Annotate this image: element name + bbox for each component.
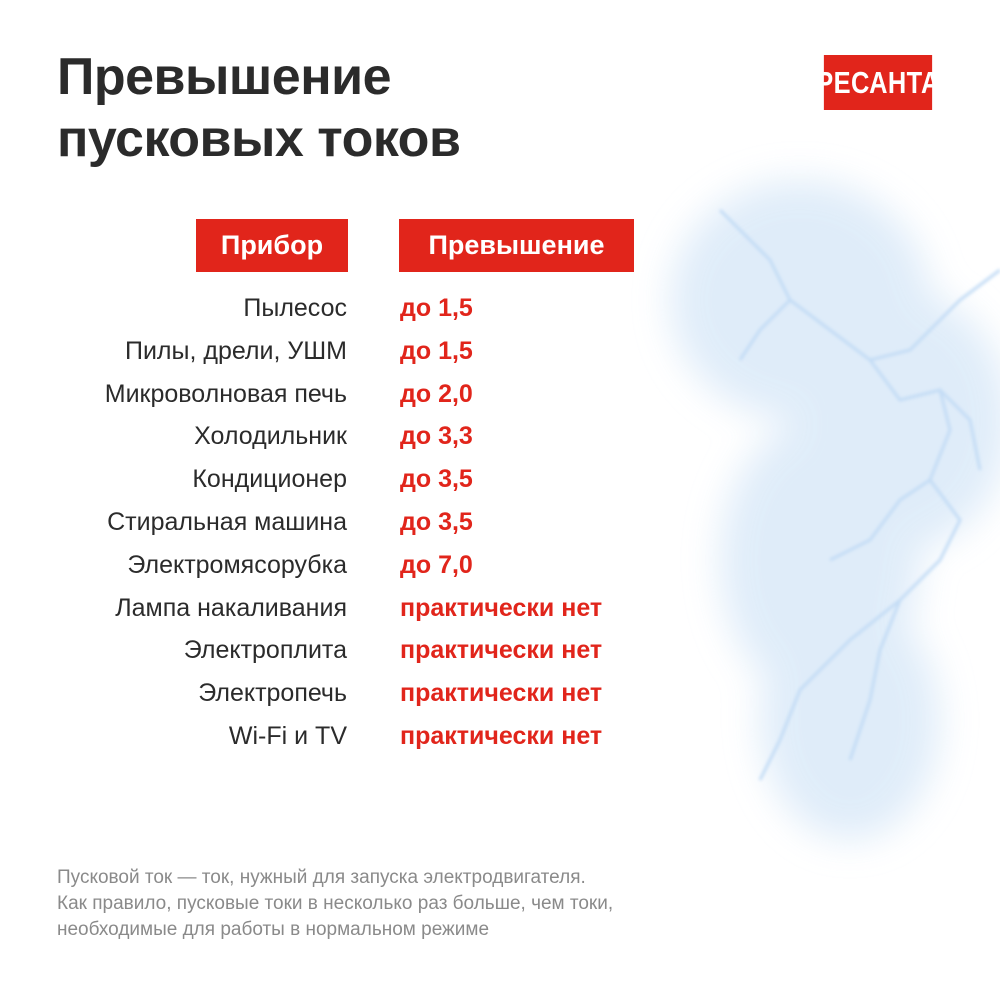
footnote-line: необходимые для работы в нормальном режи…: [57, 919, 490, 940]
table-row: Пылесос до 1,5: [0, 287, 700, 330]
title-line: пусковых токов: [57, 110, 461, 168]
table-row: Холодильник до 3,3: [0, 415, 700, 458]
device-name: Пылесос: [243, 294, 347, 322]
table-row: Кондиционер до 3,5: [0, 458, 700, 501]
table-row: Wi-Fi и TV практически нет: [0, 715, 700, 758]
table-row: Электроплита практически нет: [0, 629, 700, 672]
device-name: Электропечь: [198, 679, 347, 708]
excess-value: практически нет: [400, 636, 603, 665]
device-name: Электромясорубка: [127, 550, 347, 579]
excess-value: до 3,5: [400, 508, 473, 536]
excess-value: до 1,5: [400, 336, 473, 365]
device-name: Электроплита: [183, 636, 347, 665]
table-row: Пилы, дрели, УШМ до 1,5: [0, 330, 700, 373]
excess-value: до 2,0: [400, 379, 473, 408]
excess-value: до 3,3: [400, 422, 473, 451]
column-header-excess: Превышение: [399, 219, 634, 272]
table-row: Электропечь практически нет: [0, 672, 700, 715]
device-name: Лампа накаливания: [115, 593, 347, 622]
excess-value: практически нет: [400, 679, 603, 708]
excess-value: до 3,5: [400, 465, 473, 494]
title-line: Превышение: [57, 48, 392, 106]
device-name: Пилы, дрели, УШМ: [124, 336, 347, 365]
table-row: Электромясорубка до 7,0: [0, 544, 700, 587]
device-name: Микроволновая печь: [104, 379, 347, 408]
excess-value: практически нет: [400, 593, 603, 622]
excess-value: практически нет: [400, 722, 603, 750]
device-name: Холодильник: [194, 422, 347, 451]
table-row: Лампа накаливания практически нет: [0, 587, 700, 630]
device-name: Wi-Fi и TV: [228, 722, 347, 750]
device-name: Кондиционер: [192, 465, 347, 494]
footnote-line: Как правило, пусковые токи в несколько р…: [57, 893, 614, 914]
device-name: Стиральная машина: [107, 508, 347, 536]
page-title: Превышение пусковых токов: [57, 46, 461, 170]
footnote-line: Пусковой ток — ток, нужный для запуска э…: [57, 867, 586, 888]
table-row: Стиральная машина до 3,5: [0, 501, 700, 544]
excess-value: до 1,5: [400, 294, 473, 322]
column-header-device: Прибор: [196, 219, 348, 272]
brand-logo: РЕСАНТА: [816, 55, 939, 110]
excess-value: до 7,0: [400, 550, 473, 579]
footnote: Пусковой ток — ток, нужный для запуска э…: [57, 865, 613, 943]
table-row: Микроволновая печь до 2,0: [0, 373, 700, 416]
